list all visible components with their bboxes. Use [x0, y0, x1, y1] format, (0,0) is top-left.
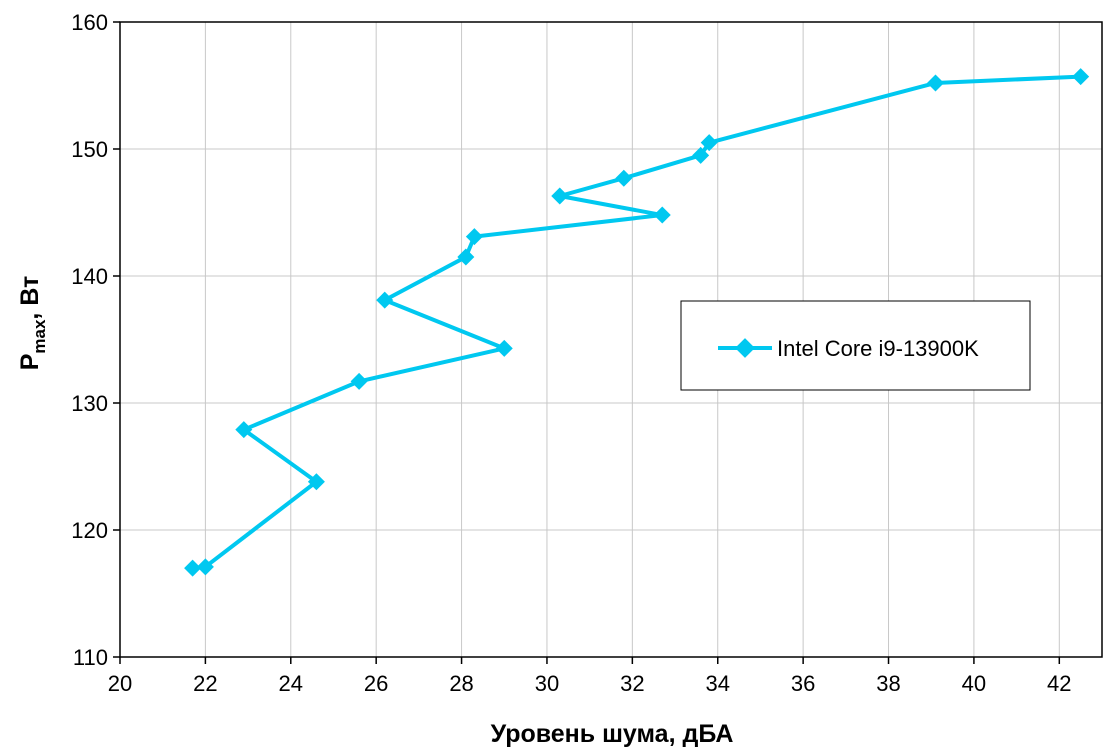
data-point: [551, 187, 569, 205]
data-point: [376, 291, 394, 309]
x-tick-label: 42: [1047, 671, 1071, 696]
data-point: [350, 372, 368, 390]
data-point: [700, 134, 718, 152]
x-axis-title: Уровень шума, дБА: [491, 720, 734, 748]
plot-area: [119, 21, 1103, 658]
y-tick-label: 130: [71, 391, 108, 416]
series-layer: [184, 68, 1090, 577]
data-point: [615, 169, 633, 187]
x-tick-label: 40: [962, 671, 986, 696]
x-tick-label: 38: [876, 671, 900, 696]
legend: Intel Core i9-13900K: [680, 300, 1031, 391]
data-point: [196, 558, 214, 576]
x-tick-label: 24: [279, 671, 303, 696]
gridlines: [120, 22, 1102, 657]
series-line: [192, 74, 1081, 571]
data-point: [653, 206, 671, 224]
data-point: [692, 146, 710, 164]
y-axis-title-main: P: [16, 354, 44, 371]
legend-marker: [735, 338, 755, 358]
x-tick-label: 30: [535, 671, 559, 696]
y-tick-label: 140: [71, 264, 108, 289]
data-point: [307, 473, 325, 491]
data-point: [495, 339, 513, 357]
y-axis-title-rest: , Вт: [16, 276, 44, 320]
y-tick-label: 120: [71, 518, 108, 543]
x-tick-label: 26: [364, 671, 388, 696]
x-tick-label: 32: [620, 671, 644, 696]
x-tick-label: 36: [791, 671, 815, 696]
data-point: [926, 74, 944, 92]
data-point: [235, 421, 253, 439]
data-point: [1072, 68, 1090, 86]
x-tick-label: 22: [193, 671, 217, 696]
x-tick-label: 20: [108, 671, 132, 696]
y-axis-title-sub: max: [30, 319, 49, 354]
x-axis: 20 22 24 26 28 30 32 34 36 38 40 42: [108, 657, 1072, 696]
data-point: [457, 248, 475, 266]
y-tick-label: 110: [73, 645, 108, 670]
x-tick-label: 34: [705, 671, 729, 696]
y-axis-title: Pmax, Вт: [16, 276, 49, 371]
x-tick-label: 28: [449, 671, 473, 696]
y-axis: 110 120 130 140 150 160: [71, 10, 120, 670]
y-tick-label: 160: [71, 10, 108, 35]
legend-label: Intel Core i9-13900K: [777, 336, 979, 361]
data-point: [184, 559, 202, 577]
data-point: [465, 228, 483, 246]
y-tick-label: 150: [71, 137, 108, 162]
